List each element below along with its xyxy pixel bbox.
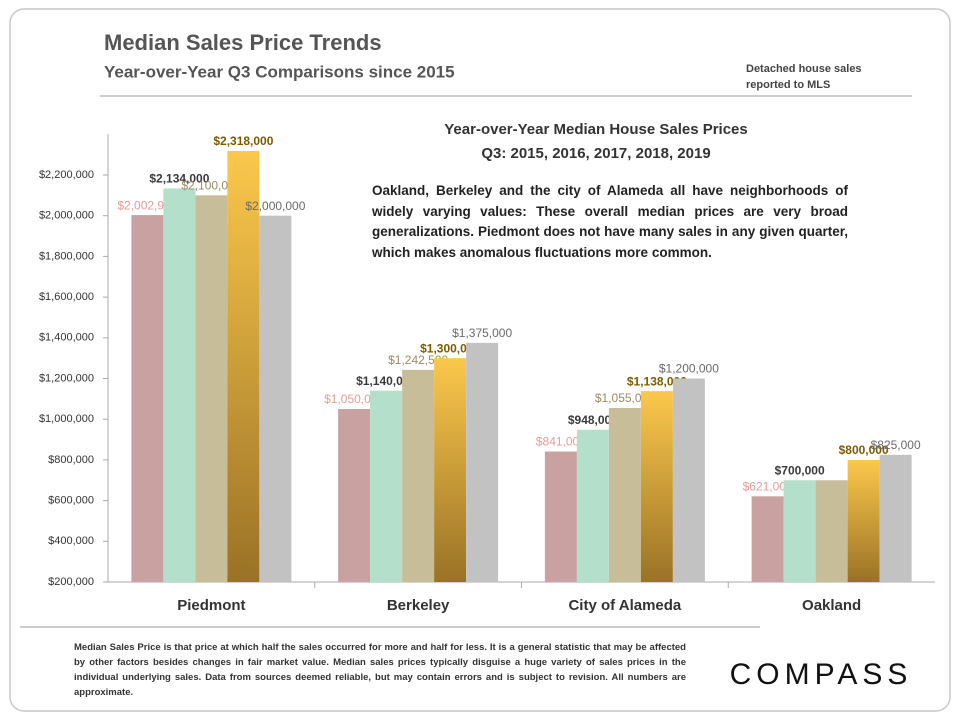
x-tick-label: Berkeley (387, 597, 450, 614)
value-label: $2,000,000 (245, 199, 305, 213)
y-tick-label: $800,000 (48, 454, 94, 466)
value-label: $2,100,000 (181, 179, 241, 193)
note: Detached house sales (746, 63, 862, 75)
value-label: $948,000 (568, 413, 618, 427)
bar (259, 215, 292, 582)
title: Median Sales Price Trends (104, 30, 382, 55)
annotation: Oakland, Berkeley and the city of Alamed… (372, 183, 848, 260)
bar (576, 429, 609, 582)
y-tick-label: $1,000,000 (39, 413, 94, 425)
y-tick-label: $400,000 (48, 535, 94, 547)
note: reported to MLS (746, 79, 830, 91)
value-label: $1,055,000 (595, 391, 655, 405)
value-label: $1,375,000 (452, 326, 512, 340)
value-label: $621,000 (743, 479, 793, 493)
bar (847, 459, 880, 582)
bar (370, 390, 403, 582)
y-tick-label: $2,200,000 (39, 169, 94, 181)
chart-title: Q3: 2015, 2016, 2017, 2018, 2019 (481, 145, 710, 162)
y-tick-label: $200,000 (48, 576, 94, 588)
frame (9, 8, 951, 712)
y-tick-label: $1,600,000 (39, 291, 94, 303)
bar (163, 188, 196, 582)
value-label: $1,300,000 (420, 341, 480, 355)
value-label: $825,000 (871, 438, 921, 452)
value-label: $841,000 (536, 435, 586, 449)
value-label: $2,318,000 (213, 134, 273, 148)
x-tick-label: Piedmont (177, 597, 245, 614)
value-label: $700,000 (775, 463, 825, 477)
value-label: $2,002,906 (117, 198, 177, 212)
y-tick-label: $1,200,000 (39, 372, 94, 384)
chart-title: Year-over-Year Median House Sales Prices (444, 121, 748, 138)
x-tick-label: Oakland (802, 597, 861, 614)
bar (640, 391, 673, 582)
y-tick-label: $600,000 (48, 495, 94, 507)
bar (608, 408, 641, 582)
bar (672, 378, 705, 582)
bar (879, 454, 912, 582)
logo: COMPASS (730, 658, 913, 691)
x-tick-label: City of Alameda (568, 597, 681, 614)
bar (131, 215, 164, 582)
bar (466, 342, 499, 582)
value-label: $1,242,500 (388, 353, 448, 367)
bar (815, 480, 848, 582)
bar (783, 480, 816, 582)
bar (402, 369, 435, 582)
bar (434, 358, 467, 582)
bar (227, 150, 260, 582)
value-label: $2,134,000 (149, 172, 209, 186)
value-label: $1,138,000 (627, 374, 687, 388)
subtitle: Year-over-Year Q3 Comparisons since 2015 (104, 62, 455, 81)
bar (338, 409, 371, 582)
footnote: Median Sales Price is that price at whic… (74, 642, 686, 698)
y-tick-label: $2,000,000 (39, 210, 94, 222)
value-label: $800,000 (839, 443, 889, 457)
y-tick-label: $1,400,000 (39, 332, 94, 344)
value-label: $1,200,000 (659, 362, 719, 376)
bar (751, 496, 784, 582)
bar (195, 195, 228, 582)
value-label: $1,050,000 (324, 392, 384, 406)
y-tick-label: $1,800,000 (39, 250, 94, 262)
bar (544, 451, 577, 582)
value-label: $1,140,000 (356, 374, 416, 388)
